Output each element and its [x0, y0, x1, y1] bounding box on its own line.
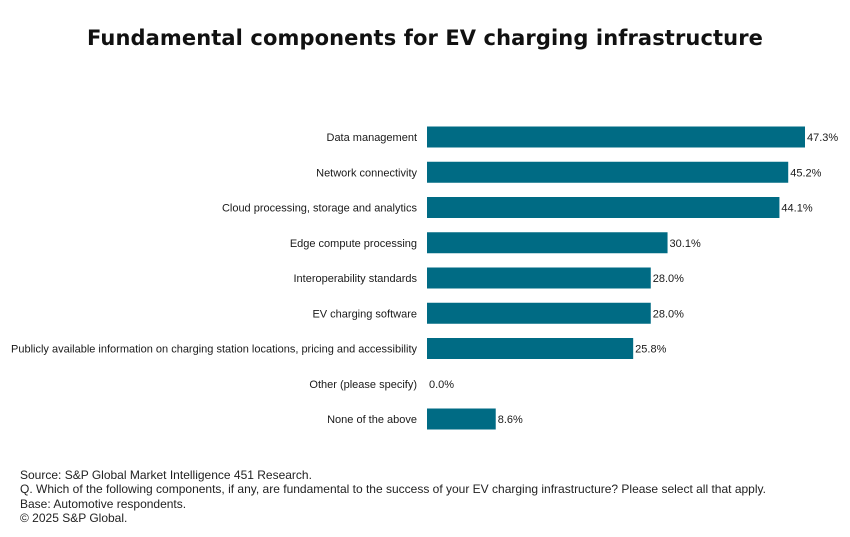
- value-label: 28.0%: [653, 308, 684, 320]
- value-label: 25.8%: [635, 344, 666, 356]
- category-label: Publicly available information on chargi…: [11, 344, 417, 356]
- category-label: Interoperability standards: [293, 273, 417, 285]
- value-label: 45.2%: [790, 167, 821, 179]
- bar: [427, 267, 651, 289]
- bar: [427, 161, 789, 183]
- source-note: Source: S&P Global Market Intelligence 4…: [20, 468, 312, 482]
- value-label: 44.1%: [781, 203, 812, 215]
- chart-footer: Source: S&P Global Market Intelligence 4…: [20, 468, 766, 525]
- bar: [427, 126, 805, 148]
- category-label: Data management: [327, 132, 418, 144]
- copyright-note: © 2025 S&P Global.: [20, 510, 128, 525]
- chart-title: Fundamental components for EV charging i…: [87, 26, 763, 50]
- bar: [427, 232, 668, 254]
- base-note: Base: Automotive respondents.: [20, 496, 187, 511]
- bar-chart: Data management 47.3% Network connectivity…: [11, 126, 838, 430]
- value-label: 30.1%: [670, 238, 701, 250]
- category-label: Edge compute processing: [290, 238, 417, 250]
- category-label: Network connectivity: [316, 167, 417, 179]
- bar: [427, 302, 651, 324]
- value-label: 47.3%: [807, 132, 838, 144]
- bar: [427, 197, 780, 218]
- question-note: Q. Which of the following components, if…: [20, 482, 766, 497]
- category-label: None of the above: [327, 414, 417, 426]
- category-label: Cloud processing, storage and analytics: [222, 203, 418, 215]
- category-label: Other (please specify): [309, 379, 417, 391]
- bar: [427, 338, 634, 359]
- bar: [427, 408, 496, 430]
- value-label: 0.0%: [429, 379, 454, 391]
- value-label: 8.6%: [498, 414, 523, 426]
- category-label: EV charging software: [312, 308, 417, 320]
- value-label: 28.0%: [653, 273, 684, 285]
